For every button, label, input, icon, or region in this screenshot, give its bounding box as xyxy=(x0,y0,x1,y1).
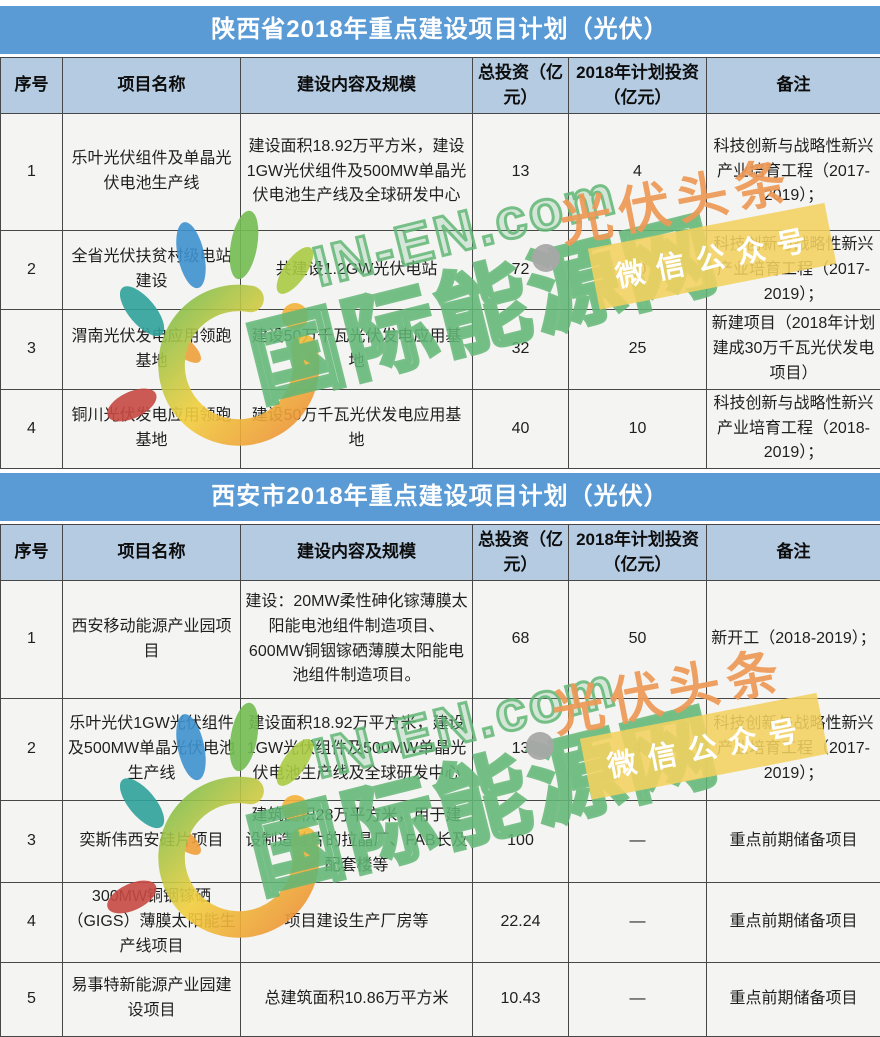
cell-2018-investment: 50 xyxy=(569,581,707,699)
column-header-seq: 序号 xyxy=(1,525,63,581)
cell-remarks: 科技创新与战略性新兴产业培育工程（2017-2019）； xyxy=(707,231,880,310)
cell-2018-investment: 10 xyxy=(569,389,707,468)
cell-seq: 4 xyxy=(1,389,63,468)
cell-seq: 3 xyxy=(1,801,63,883)
table-row: 2 乐叶光伏1GW光伏组件及500MW单晶光伏电池生产线 建设面积18.92万平… xyxy=(1,699,880,801)
cell-content-scale: 建设面积18.92万平方米，建设1GW光伏组件及500MW单晶光伏电池生产线及全… xyxy=(241,699,473,801)
cell-content-scale: 建设面积18.92万平方米，建设1GW光伏组件及500MW单晶光伏电池生产线及全… xyxy=(241,114,473,231)
table-row: 3 渭南光伏发电应用领跑基地 建设50万千瓦光伏发电应用基地 32 25 新建项… xyxy=(1,310,880,389)
cell-total-investment: 40 xyxy=(473,389,569,468)
cell-project-name: 乐叶光伏1GW光伏组件及500MW单晶光伏电池生产线 xyxy=(63,699,241,801)
table-row: 1 西安移动能源产业园项目 建设：20MW柔性砷化镓薄膜太阳能电池组件制造项目、… xyxy=(1,581,880,699)
shaanxi-table: 序号 项目名称 建设内容及规模 总投资（亿元） 2018年计划投资（亿元） 备注… xyxy=(0,57,880,469)
column-header-seq: 序号 xyxy=(1,58,63,114)
cell-remarks: 重点前期储备项目 xyxy=(707,801,880,883)
cell-content-scale: 共建设1.2GW光伏电站 xyxy=(241,231,473,310)
cell-content-scale: 建筑面积28万平方米，用于建设制造硅片的拉晶厂、FAB长及配套楼等 xyxy=(241,801,473,883)
table-row: 2 全省光伏扶贫村级电站建设 共建设1.2GW光伏电站 72 20 科技创新与战… xyxy=(1,231,880,310)
cell-remarks: 科技创新与战略性新兴产业培育工程（2018-2019）； xyxy=(707,389,880,468)
cell-project-name: 铜川光伏发电应用领跑基地 xyxy=(63,389,241,468)
xian-header-row: 序号 项目名称 建设内容及规模 总投资（亿元） 2018年计划投资（亿元） 备注 xyxy=(1,525,880,581)
cell-2018-investment: 4 xyxy=(569,699,707,801)
cell-content-scale: 总建筑面积10.86万平方米 xyxy=(241,962,473,1036)
column-header-project-name: 项目名称 xyxy=(63,525,241,581)
cell-content-scale: 项目建设生产厂房等 xyxy=(241,883,473,962)
column-header-2018-investment: 2018年计划投资（亿元） xyxy=(569,525,707,581)
xian-table: 序号 项目名称 建设内容及规模 总投资（亿元） 2018年计划投资（亿元） 备注… xyxy=(0,524,880,1036)
shaanxi-title-bar: 陕西省2018年重点建设项目计划（光伏） xyxy=(0,6,880,54)
cell-project-name: 奕斯伟西安硅片项目 xyxy=(63,801,241,883)
cell-project-name: 易事特新能源产业园建设项目 xyxy=(63,962,241,1036)
cell-total-investment: 100 xyxy=(473,801,569,883)
cell-total-investment: 72 xyxy=(473,231,569,310)
cell-project-name: 乐叶光伏组件及单晶光伏电池生产线 xyxy=(63,114,241,231)
table-row: 5 易事特新能源产业园建设项目 总建筑面积10.86万平方米 10.43 — 重… xyxy=(1,962,880,1036)
table-row: 4 铜川光伏发电应用领跑基地 建设50万千瓦光伏发电应用基地 40 10 科技创… xyxy=(1,389,880,468)
cell-content-scale: 建设50万千瓦光伏发电应用基地 xyxy=(241,389,473,468)
cell-total-investment: 32 xyxy=(473,310,569,389)
cell-seq: 4 xyxy=(1,883,63,962)
column-header-project-name: 项目名称 xyxy=(63,58,241,114)
column-header-remarks: 备注 xyxy=(707,58,880,114)
cell-2018-investment: — xyxy=(569,962,707,1036)
section-xian: 西安市2018年重点建设项目计划（光伏） 序号 项目名称 建设内容及规模 总投资… xyxy=(0,473,880,1036)
cell-seq: 1 xyxy=(1,114,63,231)
cell-remarks: 新建项目（2018年计划建成30万千瓦光伏发电项目） xyxy=(707,310,880,389)
section-shaanxi: 陕西省2018年重点建设项目计划（光伏） 序号 项目名称 建设内容及规模 总投资… xyxy=(0,6,880,469)
cell-seq: 2 xyxy=(1,699,63,801)
cell-content-scale: 建设50万千瓦光伏发电应用基地 xyxy=(241,310,473,389)
cell-content-scale: 建设：20MW柔性砷化镓薄膜太阳能电池组件制造项目、600MW铜铟镓硒薄膜太阳能… xyxy=(241,581,473,699)
cell-seq: 5 xyxy=(1,962,63,1036)
cell-remarks: 重点前期储备项目 xyxy=(707,962,880,1036)
column-header-2018-investment: 2018年计划投资（亿元） xyxy=(569,58,707,114)
table-row: 1 乐叶光伏组件及单晶光伏电池生产线 建设面积18.92万平方米，建设1GW光伏… xyxy=(1,114,880,231)
cell-2018-investment: 25 xyxy=(569,310,707,389)
cell-2018-investment: — xyxy=(569,883,707,962)
table-row: 4 300MW铜铟镓硒（GIGS）薄膜太阳能生产线项目 项目建设生产厂房等 22… xyxy=(1,883,880,962)
cell-project-name: 渭南光伏发电应用领跑基地 xyxy=(63,310,241,389)
column-header-content-scale: 建设内容及规模 xyxy=(241,525,473,581)
cell-remarks: 科技创新与战略性新兴产业培育工程（2017-2019）； xyxy=(707,114,880,231)
cell-remarks: 重点前期储备项目 xyxy=(707,883,880,962)
cell-total-investment: 10.43 xyxy=(473,962,569,1036)
cell-project-name: 300MW铜铟镓硒（GIGS）薄膜太阳能生产线项目 xyxy=(63,883,241,962)
xian-title-bar: 西安市2018年重点建设项目计划（光伏） xyxy=(0,473,880,521)
cell-seq: 3 xyxy=(1,310,63,389)
column-header-remarks: 备注 xyxy=(707,525,880,581)
cell-2018-investment: 20 xyxy=(569,231,707,310)
cell-project-name: 西安移动能源产业园项目 xyxy=(63,581,241,699)
cell-remarks: 新开工（2018-2019）； xyxy=(707,581,880,699)
cell-seq: 2 xyxy=(1,231,63,310)
cell-total-investment: 22.24 xyxy=(473,883,569,962)
cell-project-name: 全省光伏扶贫村级电站建设 xyxy=(63,231,241,310)
cell-seq: 1 xyxy=(1,581,63,699)
xian-title: 西安市2018年重点建设项目计划（光伏） xyxy=(211,483,668,510)
shaanxi-title: 陕西省2018年重点建设项目计划（光伏） xyxy=(211,16,668,43)
column-header-total-investment: 总投资（亿元） xyxy=(473,525,569,581)
cell-remarks: 科技创新与战略性新兴产业培育工程（2017-2019）； xyxy=(707,699,880,801)
cell-total-investment: 13 xyxy=(473,114,569,231)
table-row: 3 奕斯伟西安硅片项目 建筑面积28万平方米，用于建设制造硅片的拉晶厂、FAB长… xyxy=(1,801,880,883)
cell-total-investment: 68 xyxy=(473,581,569,699)
cell-2018-investment: — xyxy=(569,801,707,883)
shaanxi-header-row: 序号 项目名称 建设内容及规模 总投资（亿元） 2018年计划投资（亿元） 备注 xyxy=(1,58,880,114)
column-header-content-scale: 建设内容及规模 xyxy=(241,58,473,114)
cell-total-investment: 13 xyxy=(473,699,569,801)
cell-2018-investment: 4 xyxy=(569,114,707,231)
column-header-total-investment: 总投资（亿元） xyxy=(473,58,569,114)
